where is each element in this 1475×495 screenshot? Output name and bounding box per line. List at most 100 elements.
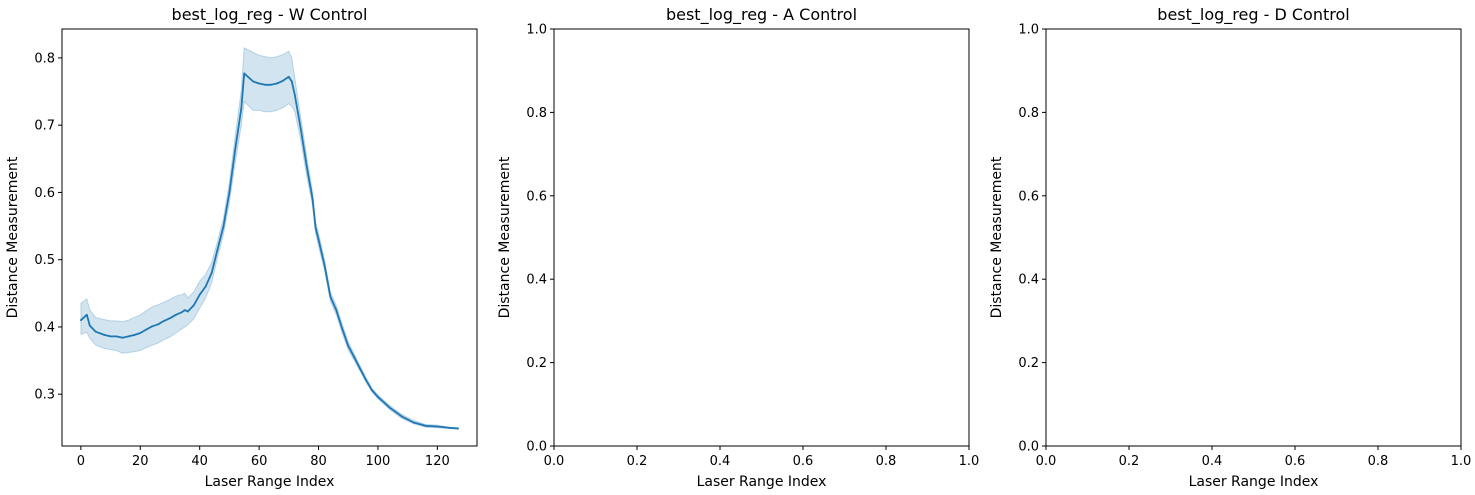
data-point [103, 334, 106, 336]
data-point [121, 336, 124, 339]
data-point [109, 335, 112, 338]
data-point [94, 330, 97, 333]
data-point [243, 72, 246, 75]
data-point [139, 332, 142, 334]
x-tick-label: 0.0 [544, 454, 565, 469]
axes-frame [553, 28, 970, 447]
data-point [329, 295, 332, 298]
data-point [85, 313, 88, 316]
axes-frame [1045, 28, 1462, 447]
data-point [222, 225, 225, 228]
data-point [175, 313, 177, 316]
x-axis-label: Laser Range Index [205, 474, 335, 490]
confidence-band [80, 47, 459, 430]
data-point [365, 379, 367, 381]
data-point [299, 127, 302, 130]
data-point [258, 82, 260, 85]
x-tick-label: 20 [132, 454, 149, 469]
data-point [204, 285, 207, 288]
data-point [115, 335, 118, 338]
y-tick-label: 0.8 [526, 106, 547, 121]
data-point [436, 425, 439, 428]
data-point [290, 80, 293, 83]
data-point [388, 406, 391, 409]
chart-title: best_log_reg - D Control [1157, 5, 1349, 25]
x-tick-label: 40 [191, 454, 208, 469]
data-point [270, 83, 272, 86]
data-point [183, 309, 186, 311]
y-axis-label: Distance Measurement [5, 156, 21, 318]
x-tick-label: 60 [251, 454, 268, 469]
y-tick-label: 0.4 [1018, 273, 1039, 288]
series-line [80, 72, 459, 430]
subplot-1: 0 20 40 60 80 100 120 0.3 0.4 0.5 0.6 0.7 0.8 best_lo… [5, 5, 478, 490]
y-tick-label: 0.4 [34, 320, 55, 335]
x-tick-label: 1.0 [1451, 454, 1472, 469]
data-point [424, 424, 427, 427]
data-point [282, 79, 284, 82]
data-point [371, 389, 373, 392]
y-axis-label: Distance Measurement [497, 156, 513, 318]
x-tick-label: 1.0 [959, 454, 980, 469]
x-tick-label: 0.2 [1119, 454, 1140, 469]
subplot-3: 0.0 0.2 0.4 0.6 0.8 1.0 0.0 0.2 0.4 0.6 0.8 1.0 best… [989, 5, 1471, 490]
data-point [448, 426, 451, 429]
y-tick-label: 1.0 [526, 23, 547, 38]
x-axis-label: Laser Range Index [1189, 474, 1319, 490]
chart-title: best_log_reg - W Control [172, 5, 368, 25]
y-tick-label: 1.0 [1018, 23, 1039, 38]
axes-frame [61, 28, 478, 447]
x-tick-label: 0.8 [876, 454, 897, 469]
y-tick-label: 0.8 [34, 51, 55, 66]
data-point [133, 334, 136, 336]
data-point [145, 328, 148, 331]
x-axis-label: Laser Range Index [697, 474, 827, 490]
data-point [240, 107, 243, 110]
x-tick-label: 0 [77, 454, 85, 469]
data-point [314, 226, 317, 229]
data-point [412, 421, 415, 424]
data-point [341, 328, 344, 330]
y-tick-label: 0.8 [1018, 106, 1039, 121]
data-point [276, 82, 278, 85]
chart-title: best_log_reg - A Control [666, 5, 857, 25]
data-point [305, 164, 308, 167]
y-axis-label: Distance Measurement [989, 156, 1005, 318]
data-point [335, 309, 338, 311]
x-tick-label: 0.4 [710, 454, 731, 469]
data-point [157, 323, 160, 326]
data-point [377, 396, 379, 398]
y-tick-label: 0.4 [526, 273, 547, 288]
y-tick-label: 0.2 [526, 356, 547, 371]
data-point [287, 75, 290, 78]
y-tick-label: 0.3 [34, 388, 55, 403]
data-point [186, 310, 189, 313]
x-tick-label: 0.8 [1368, 454, 1389, 469]
y-tick-label: 0.2 [1018, 356, 1039, 371]
x-tick-label: 0.2 [627, 454, 648, 469]
data-point [323, 264, 326, 266]
data-point [192, 304, 195, 307]
data-point [80, 319, 82, 322]
data-point [234, 147, 237, 150]
subplot-2: 0.0 0.2 0.4 0.6 0.8 1.0 0.0 0.2 0.4 0.6 0.8 1.0 best… [497, 5, 979, 490]
data-point [198, 293, 201, 296]
y-tick-label: 0.7 [34, 119, 55, 134]
data-point [347, 344, 350, 347]
data-point [317, 238, 320, 241]
data-point [311, 198, 314, 201]
data-point [400, 415, 403, 418]
y-tick-label: 0.6 [1018, 189, 1039, 204]
data-point [163, 320, 165, 322]
y-tick-label: 0.0 [1018, 440, 1039, 455]
data-point [210, 272, 213, 274]
data-point [151, 325, 154, 328]
y-tick-label: 0.6 [34, 186, 55, 201]
data-point [359, 367, 361, 370]
data-point [228, 191, 231, 194]
y-tick-label: 0.6 [526, 189, 547, 204]
data-point [88, 324, 91, 327]
x-tick-label: 80 [310, 454, 327, 469]
x-tick-label: 0.6 [793, 454, 814, 469]
